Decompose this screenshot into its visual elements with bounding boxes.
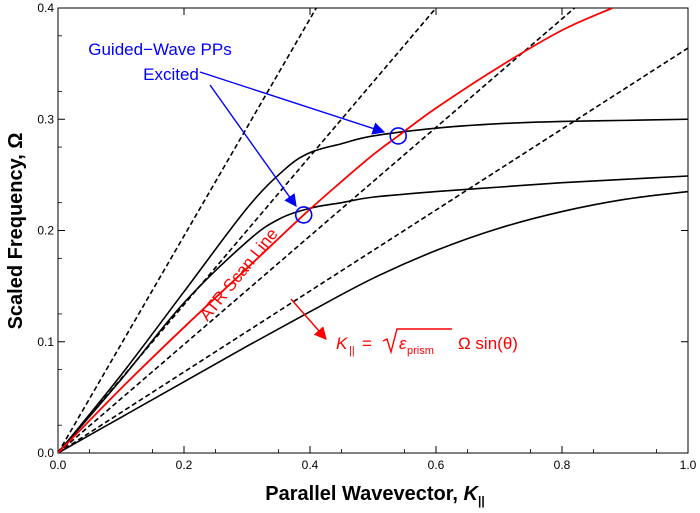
formula-equals: = xyxy=(362,334,372,353)
x-tick-label: 1.0 xyxy=(680,458,697,472)
dispersion-curve-series-5 xyxy=(58,175,688,453)
svg-text:Parallel Wavevector, K||: Parallel Wavevector, K|| xyxy=(265,483,484,508)
excited-label: Excited xyxy=(143,65,199,84)
arrow-to-lower-marker xyxy=(209,84,297,208)
formula-rest: Ω sin(θ) xyxy=(458,334,518,353)
x-axis-title: Parallel Wavevector, K|| xyxy=(265,483,484,508)
x-tick-label: 0.4 xyxy=(302,458,319,472)
x-axis-title-subscript: || xyxy=(478,494,485,508)
x-axis-title-text: Parallel Wavevector, xyxy=(265,483,463,505)
x-axis-title-symbol: K xyxy=(464,483,480,505)
x-tick-label: 0.8 xyxy=(554,458,571,472)
formula-epsilon: ε xyxy=(399,334,407,353)
y-tick-label: 0.4 xyxy=(37,1,54,15)
x-tick-label: 0.6 xyxy=(428,458,445,472)
intersection-marker-0 xyxy=(294,206,313,224)
y-tick-label: 0.0 xyxy=(37,446,54,460)
dashed-line-series-3 xyxy=(58,47,688,453)
x-tick-label: 0.2 xyxy=(176,458,193,472)
formula: K || = ε prism Ω sin(θ) xyxy=(336,328,518,357)
y-tick-label: 0.1 xyxy=(37,335,54,349)
dashed-line-series-0 xyxy=(58,8,317,453)
formula-epsilon-sub: prism xyxy=(407,345,434,357)
guided-wave-label: Guided−Wave PPs xyxy=(88,40,231,59)
formula-k: K xyxy=(336,334,348,353)
y-axis-title: Scaled Frequency, Ω xyxy=(5,133,27,330)
formula-sqrt-sign xyxy=(382,328,452,355)
atr-scan-line-series-7 xyxy=(58,8,613,453)
dashed-line-series-2 xyxy=(58,8,576,453)
dispersion-curve-series-6 xyxy=(58,190,688,453)
formula-k-sub: || xyxy=(349,345,355,357)
series-layer xyxy=(58,8,688,453)
y-tick-label: 0.2 xyxy=(37,224,54,238)
x-tick-label: 0.0 xyxy=(50,458,67,472)
y-tick-label: 0.3 xyxy=(37,112,54,126)
dispersion-curve-series-4 xyxy=(58,118,688,453)
arrow-to-upper-marker xyxy=(199,71,386,135)
axis-ticks: 0.0 0.2 0.4 0.6 0.8 1.0 0.0 0.1 0.2 0.3 0.4 xyxy=(37,1,696,472)
intersection-marker-1 xyxy=(389,127,408,145)
arrow-to-formula xyxy=(290,298,327,340)
marker-layer xyxy=(294,127,408,224)
